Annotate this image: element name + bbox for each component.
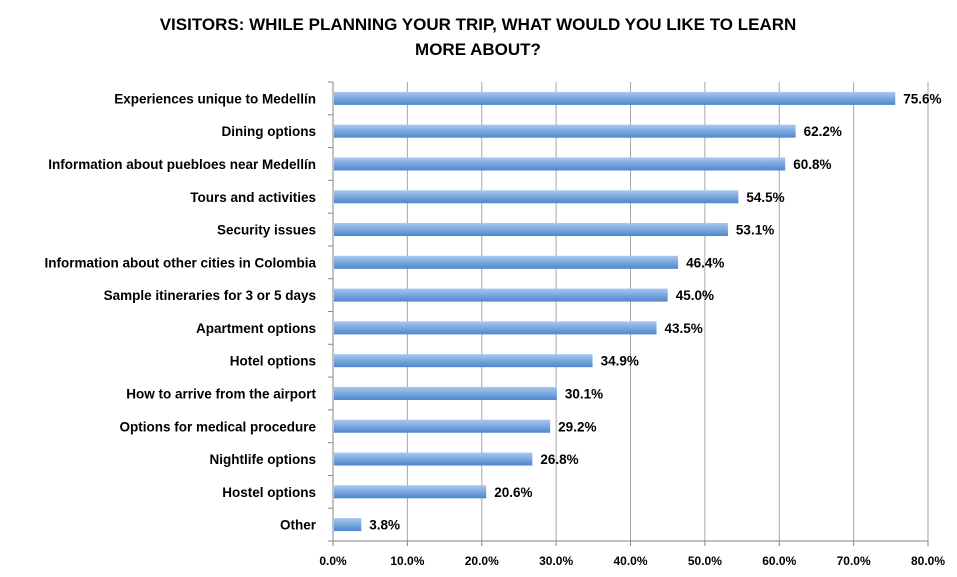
- bar: [334, 321, 657, 335]
- x-tick-label: 0.0%: [319, 554, 347, 568]
- x-tick-label: 10.0%: [390, 554, 424, 568]
- category-label: Security issues: [217, 223, 316, 238]
- category-label: Nightlife options: [210, 452, 316, 467]
- data-label: 75.6%: [903, 91, 941, 106]
- category-label: Information about puebloes near Medellín: [48, 157, 316, 172]
- category-label: Apartment options: [196, 321, 316, 336]
- category-label: Sample itineraries for 3 or 5 days: [104, 288, 316, 303]
- data-label: 53.1%: [736, 223, 774, 238]
- category-label: Hostel options: [222, 485, 316, 500]
- bar: [334, 255, 679, 269]
- category-label: Options for medical procedure: [119, 419, 316, 434]
- chart-title-line-1: VISITORS: WHILE PLANNING YOUR TRIP, WHAT…: [160, 15, 797, 34]
- bar: [334, 419, 551, 433]
- data-label: 3.8%: [369, 518, 400, 533]
- bar: [334, 91, 896, 105]
- data-label: 30.1%: [565, 386, 603, 401]
- data-label: 20.6%: [494, 485, 532, 500]
- bar: [334, 157, 786, 171]
- bar: [334, 518, 362, 532]
- bar: [334, 354, 593, 368]
- data-label: 54.5%: [746, 190, 784, 205]
- x-tick-label: 50.0%: [688, 554, 722, 568]
- bar: [334, 485, 487, 499]
- bar: [334, 190, 739, 204]
- data-label: 45.0%: [676, 288, 714, 303]
- category-label: Information about other cities in Colomb…: [44, 255, 316, 270]
- x-tick-label: 20.0%: [465, 554, 499, 568]
- x-tick-label: 60.0%: [762, 554, 796, 568]
- data-label: 46.4%: [686, 255, 724, 270]
- data-label: 29.2%: [558, 419, 596, 434]
- x-tick-label: 30.0%: [539, 554, 573, 568]
- bar: [334, 452, 533, 466]
- category-label: How to arrive from the airport: [126, 386, 316, 401]
- data-label: 60.8%: [793, 157, 831, 172]
- category-label: Hotel options: [230, 354, 316, 369]
- category-label: Experiences unique to Medellín: [114, 91, 316, 106]
- bar: [334, 288, 668, 302]
- x-tick-label: 70.0%: [837, 554, 871, 568]
- bar: [334, 386, 557, 400]
- x-tick-label: 80.0%: [911, 554, 945, 568]
- chart-title-line-2: MORE ABOUT?: [415, 40, 541, 59]
- category-label: Dining options: [222, 124, 316, 139]
- category-label: Tours and activities: [190, 190, 316, 205]
- data-label: 43.5%: [665, 321, 703, 336]
- bar: [334, 124, 796, 138]
- data-label: 34.9%: [601, 354, 639, 369]
- bar: [334, 223, 728, 237]
- data-label: 62.2%: [804, 124, 842, 139]
- category-label: Other: [280, 518, 317, 533]
- data-label: 26.8%: [540, 452, 578, 467]
- x-tick-label: 40.0%: [613, 554, 647, 568]
